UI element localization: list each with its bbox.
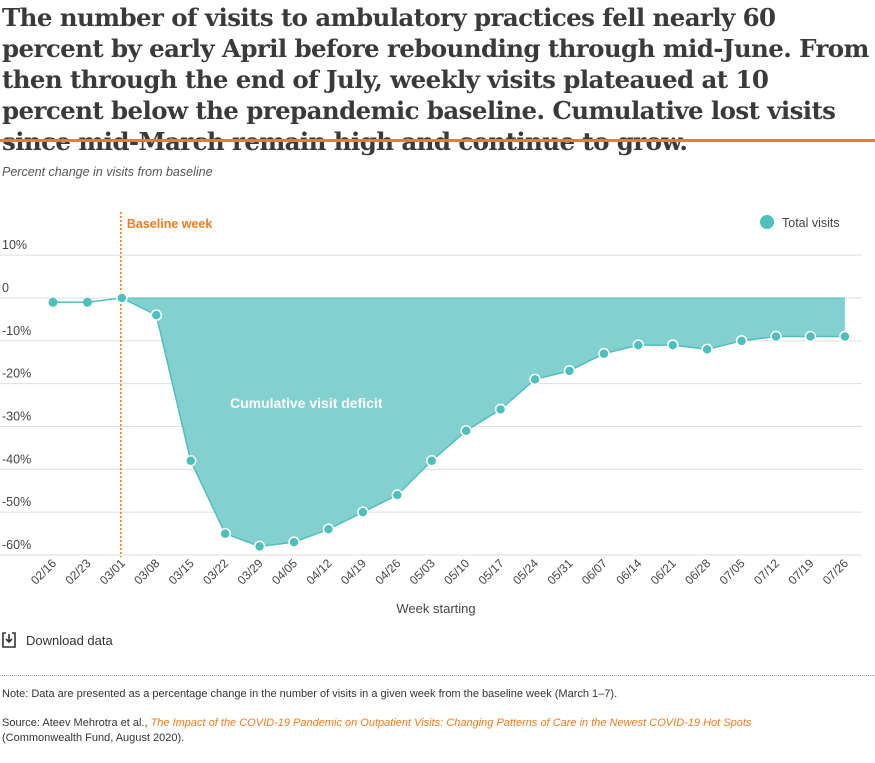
deficit-area: [121, 298, 845, 547]
data-point[interactable]: [598, 347, 610, 360]
x-tick-label: 03/01: [97, 556, 128, 587]
data-point[interactable]: [150, 309, 163, 321]
legend-marker: [760, 215, 774, 229]
source-prefix: Source: Ateev Mehrotra et al.,: [2, 717, 151, 729]
x-tick-label: 05/10: [441, 556, 472, 587]
legend-label: Total visits: [782, 216, 840, 230]
x-tick-label: 06/07: [579, 556, 610, 587]
data-point[interactable]: [322, 523, 335, 536]
x-tick-label: 03/29: [235, 556, 266, 587]
x-tick-label: 05/24: [510, 556, 541, 587]
x-tick-label: 04/19: [338, 556, 369, 587]
title-rule: [0, 139, 875, 142]
data-point[interactable]: [632, 339, 645, 351]
y-tick-label: -30%: [2, 410, 31, 424]
chart-title: The number of visits to ambulatory pract…: [2, 3, 869, 156]
data-point[interactable]: [391, 489, 404, 501]
data-point[interactable]: [48, 297, 58, 307]
area-label: Cumulative visit deficit: [230, 395, 383, 411]
x-tick-label: 02/16: [28, 556, 59, 587]
x-tick-label: 07/12: [751, 556, 782, 587]
chart: 10% 0 -10% -20% -30% -40% -50% -60% Baseline wee…: [0, 212, 862, 616]
data-point[interactable]: [82, 297, 92, 307]
data-point[interactable]: [288, 536, 300, 548]
data-point[interactable]: [357, 506, 369, 518]
data-point[interactable]: [253, 540, 266, 553]
y-tick-label: -60%: [2, 538, 31, 552]
baseline-label: Baseline week: [127, 217, 213, 231]
data-point[interactable]: [804, 330, 817, 343]
y-axis-label: Percent change in visits from baseline: [2, 165, 213, 179]
x-tick-label: 06/28: [682, 556, 713, 587]
x-axis-label: Week starting: [396, 601, 475, 616]
data-point[interactable]: [116, 292, 128, 304]
y-tick-label: -40%: [2, 452, 31, 466]
x-tick-label: 04/26: [372, 556, 403, 587]
download-label: Download data: [26, 632, 113, 648]
data-point[interactable]: [839, 330, 851, 343]
note: Note: Data are presented as a percentage…: [2, 688, 618, 700]
y-tick-label: -20%: [2, 367, 31, 381]
x-tick-label: 06/14: [613, 556, 644, 587]
data-point[interactable]: [425, 455, 438, 467]
series-line: [53, 297, 845, 548]
y-tick-label: 10%: [2, 238, 27, 252]
x-tick-label: 04/05: [269, 556, 300, 587]
x-tick-label: 07/05: [717, 556, 748, 587]
x-tick-label: 02/23: [62, 556, 93, 587]
y-tick-label: 0: [2, 281, 9, 295]
download-icon: [2, 632, 16, 648]
data-point[interactable]: [563, 365, 576, 377]
data-point[interactable]: [666, 339, 679, 351]
x-tick-label: 06/21: [648, 556, 679, 587]
y-tick-label: -50%: [2, 495, 31, 509]
data-point[interactable]: [494, 403, 507, 416]
x-tick-label: 03/15: [166, 556, 197, 587]
x-tick-label: 05/17: [476, 556, 507, 587]
source: Source: Ateev Mehrotra et al., The Impac…: [2, 716, 862, 746]
data-point[interactable]: [735, 335, 748, 347]
x-tick-label: 03/22: [200, 556, 231, 587]
data-point[interactable]: [184, 455, 197, 467]
data-point[interactable]: [529, 373, 541, 386]
x-tick-label: 05/31: [544, 556, 575, 587]
download-data-button[interactable]: Download data: [2, 632, 113, 648]
data-point[interactable]: [460, 425, 472, 437]
x-tick-label: 07/19: [785, 556, 816, 587]
source-link[interactable]: The Impact of the COVID-19 Pandemic on O…: [150, 717, 752, 729]
x-tick-label: 03/08: [131, 556, 162, 587]
data-point[interactable]: [770, 330, 782, 343]
x-tick-label: 07/26: [820, 556, 851, 587]
source-suffix: (Commonwealth Fund, August 2020).: [2, 732, 185, 744]
data-point[interactable]: [219, 527, 231, 540]
y-tick-label: -10%: [2, 324, 31, 338]
data-point[interactable]: [701, 343, 713, 356]
x-tick-label: 04/12: [303, 556, 334, 587]
x-tick-label: 05/03: [407, 556, 438, 587]
divider: [0, 675, 875, 676]
